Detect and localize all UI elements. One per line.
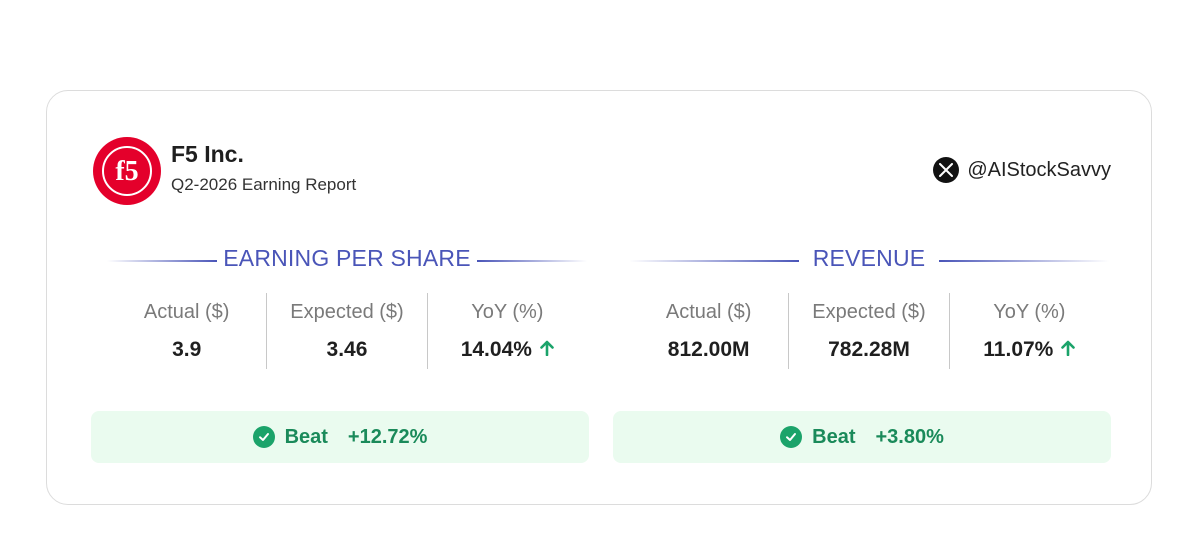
eps-expected-value: 3.46: [326, 338, 368, 361]
revenue-expected-value: 782.28M: [828, 338, 910, 361]
x-logo-icon: [933, 157, 960, 183]
eps-expected: Expected ($) 3.46: [266, 293, 426, 369]
revenue-section: REVENUE Actual ($) 812.00M Expected ($) …: [613, 245, 1111, 463]
eps-beat-label: Beat: [284, 425, 328, 448]
revenue-actual-value: 812.00M: [667, 338, 750, 361]
eps-yoy: YoY (%) 14.04%: [426, 293, 587, 369]
revenue-expected-label: Expected ($): [812, 301, 926, 323]
revenue-yoy-value: 11.07%: [983, 338, 1054, 361]
handle-text: @AIStockSavvy: [967, 158, 1111, 181]
arrow-up-icon: [540, 338, 554, 362]
revenue-yoy: YoY (%) 11.07%: [948, 293, 1109, 369]
revenue-metrics: Actual ($) 812.00M Expected ($) 782.28M …: [629, 293, 1109, 369]
f5-logo: f5: [93, 137, 161, 205]
eps-metrics: Actual ($) 3.9 Expected ($) 3.46 YoY (%)…: [107, 293, 587, 369]
revenue-beat-pct: +3.80%: [875, 425, 944, 448]
revenue-title: REVENUE: [812, 245, 926, 271]
eps-title: EARNING PER SHARE: [223, 245, 471, 271]
revenue-beat-badge: Beat +3.80%: [613, 411, 1111, 463]
eps-beat-badge: Beat +12.72%: [91, 411, 589, 463]
revenue-beat-label: Beat: [812, 425, 856, 448]
check-circle-icon: [780, 426, 803, 448]
eps-section: EARNING PER SHARE Actual ($) 3.9 Expecte…: [91, 245, 589, 463]
revenue-actual: Actual ($) 812.00M: [629, 293, 788, 369]
eps-yoy-label: YoY (%): [471, 301, 544, 323]
earnings-card: f5 F5 Inc. Q2-2026 Earning Report @AISto…: [46, 90, 1152, 505]
social-handle[interactable]: @AIStockSavvy: [933, 157, 1111, 183]
arrow-up-icon: [1061, 338, 1076, 362]
revenue-line-right: [939, 260, 1109, 262]
revenue-actual-label: Actual ($): [665, 301, 752, 323]
check-circle-icon: [252, 426, 275, 448]
revenue-line-left: [629, 260, 799, 262]
revenue-expected: Expected ($) 782.28M: [788, 293, 948, 369]
eps-expected-label: Expected ($): [290, 301, 404, 323]
eps-actual: Actual ($) 3.9: [107, 293, 266, 369]
eps-actual-label: Actual ($): [143, 301, 230, 323]
company-name: F5 Inc.: [171, 141, 244, 167]
revenue-yoy-label: YoY (%): [993, 301, 1066, 323]
logo-text: f5: [115, 156, 138, 187]
eps-actual-value: 3.9: [172, 338, 202, 361]
eps-header: EARNING PER SHARE: [107, 245, 587, 275]
eps-beat-pct: +12.72%: [347, 425, 428, 448]
report-label: Q2-2026 Earning Report: [171, 175, 357, 194]
eps-line-left: [107, 260, 217, 262]
eps-yoy-value: 14.04%: [460, 338, 532, 361]
revenue-header: REVENUE: [629, 245, 1109, 275]
eps-line-right: [477, 260, 587, 262]
